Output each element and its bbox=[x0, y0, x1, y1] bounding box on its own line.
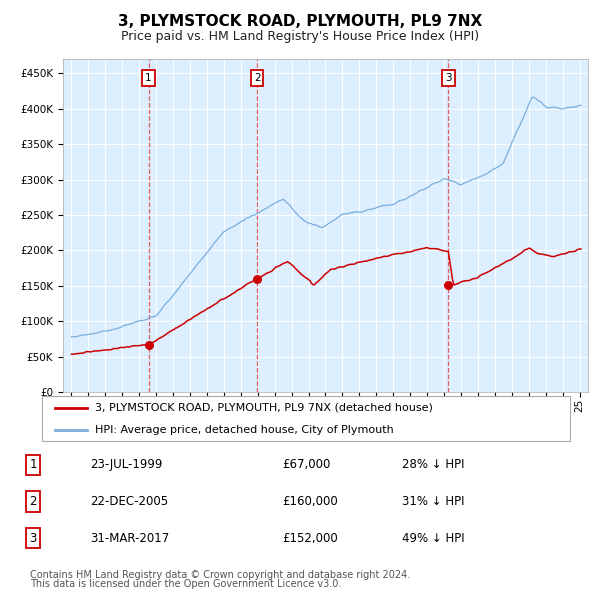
Text: 1: 1 bbox=[145, 73, 152, 83]
Text: £67,000: £67,000 bbox=[282, 458, 331, 471]
Text: 2: 2 bbox=[254, 73, 260, 83]
Text: 22-DEC-2005: 22-DEC-2005 bbox=[90, 495, 168, 508]
Text: Price paid vs. HM Land Registry's House Price Index (HPI): Price paid vs. HM Land Registry's House … bbox=[121, 30, 479, 43]
Text: 3, PLYMSTOCK ROAD, PLYMOUTH, PL9 7NX: 3, PLYMSTOCK ROAD, PLYMOUTH, PL9 7NX bbox=[118, 14, 482, 29]
Text: Contains HM Land Registry data © Crown copyright and database right 2024.: Contains HM Land Registry data © Crown c… bbox=[30, 570, 410, 579]
Text: 3: 3 bbox=[445, 73, 452, 83]
Text: 23-JUL-1999: 23-JUL-1999 bbox=[90, 458, 163, 471]
Text: £160,000: £160,000 bbox=[282, 495, 338, 508]
Text: 28% ↓ HPI: 28% ↓ HPI bbox=[402, 458, 464, 471]
Text: 31% ↓ HPI: 31% ↓ HPI bbox=[402, 495, 464, 508]
Text: 2: 2 bbox=[29, 495, 37, 508]
Text: 3, PLYMSTOCK ROAD, PLYMOUTH, PL9 7NX (detached house): 3, PLYMSTOCK ROAD, PLYMOUTH, PL9 7NX (de… bbox=[95, 403, 433, 413]
Text: 3: 3 bbox=[29, 532, 37, 545]
Text: 49% ↓ HPI: 49% ↓ HPI bbox=[402, 532, 464, 545]
Text: 31-MAR-2017: 31-MAR-2017 bbox=[90, 532, 169, 545]
Text: 1: 1 bbox=[29, 458, 37, 471]
Text: HPI: Average price, detached house, City of Plymouth: HPI: Average price, detached house, City… bbox=[95, 425, 394, 434]
Text: £152,000: £152,000 bbox=[282, 532, 338, 545]
FancyBboxPatch shape bbox=[42, 396, 570, 441]
Text: This data is licensed under the Open Government Licence v3.0.: This data is licensed under the Open Gov… bbox=[30, 579, 341, 589]
